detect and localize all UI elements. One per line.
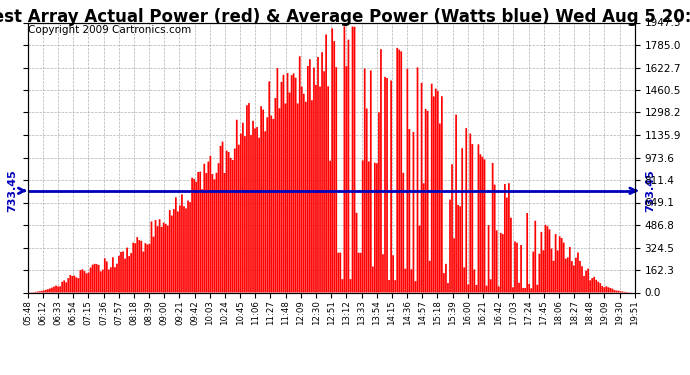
Text: Copyright 2009 Cartronics.com: Copyright 2009 Cartronics.com (28, 25, 191, 35)
Polygon shape (27, 26, 636, 292)
Text: 733.45: 733.45 (645, 170, 655, 212)
Text: West Array Actual Power (red) & Average Power (Watts blue) Wed Aug 5 20:07: West Array Actual Power (red) & Average … (0, 8, 690, 26)
Text: 733.45: 733.45 (8, 170, 17, 212)
